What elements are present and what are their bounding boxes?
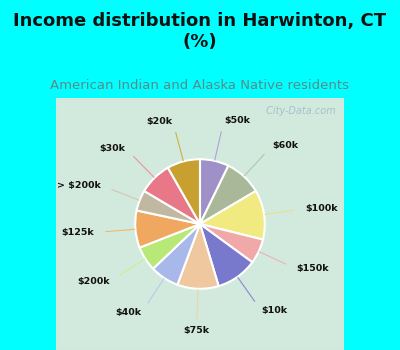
Text: $60k: $60k	[272, 141, 298, 150]
Text: $100k: $100k	[305, 204, 338, 213]
Text: $20k: $20k	[147, 117, 173, 126]
Wedge shape	[200, 159, 228, 224]
Text: $200k: $200k	[78, 276, 110, 286]
Wedge shape	[153, 224, 200, 285]
Text: $50k: $50k	[224, 116, 250, 125]
Text: $40k: $40k	[116, 308, 142, 317]
Wedge shape	[200, 191, 265, 240]
Text: $125k: $125k	[61, 228, 94, 237]
Bar	[56, 98, 344, 350]
Wedge shape	[140, 224, 200, 269]
Wedge shape	[168, 159, 200, 224]
Text: $150k: $150k	[296, 265, 329, 273]
Text: > $200k: > $200k	[57, 181, 101, 190]
Wedge shape	[137, 191, 200, 224]
Text: $75k: $75k	[184, 326, 210, 335]
Text: City-Data.com: City-Data.com	[263, 106, 335, 116]
Text: $10k: $10k	[261, 306, 288, 315]
Bar	[56, 98, 344, 350]
Text: American Indian and Alaska Native residents: American Indian and Alaska Native reside…	[50, 79, 350, 92]
Wedge shape	[135, 210, 200, 247]
Wedge shape	[200, 166, 256, 224]
Wedge shape	[177, 224, 219, 289]
Bar	[56, 98, 344, 350]
Wedge shape	[200, 224, 252, 286]
Bar	[56, 98, 344, 350]
Text: $30k: $30k	[100, 144, 126, 153]
Text: Income distribution in Harwinton, CT
(%): Income distribution in Harwinton, CT (%)	[14, 12, 386, 51]
Wedge shape	[144, 168, 200, 224]
Wedge shape	[200, 224, 263, 262]
